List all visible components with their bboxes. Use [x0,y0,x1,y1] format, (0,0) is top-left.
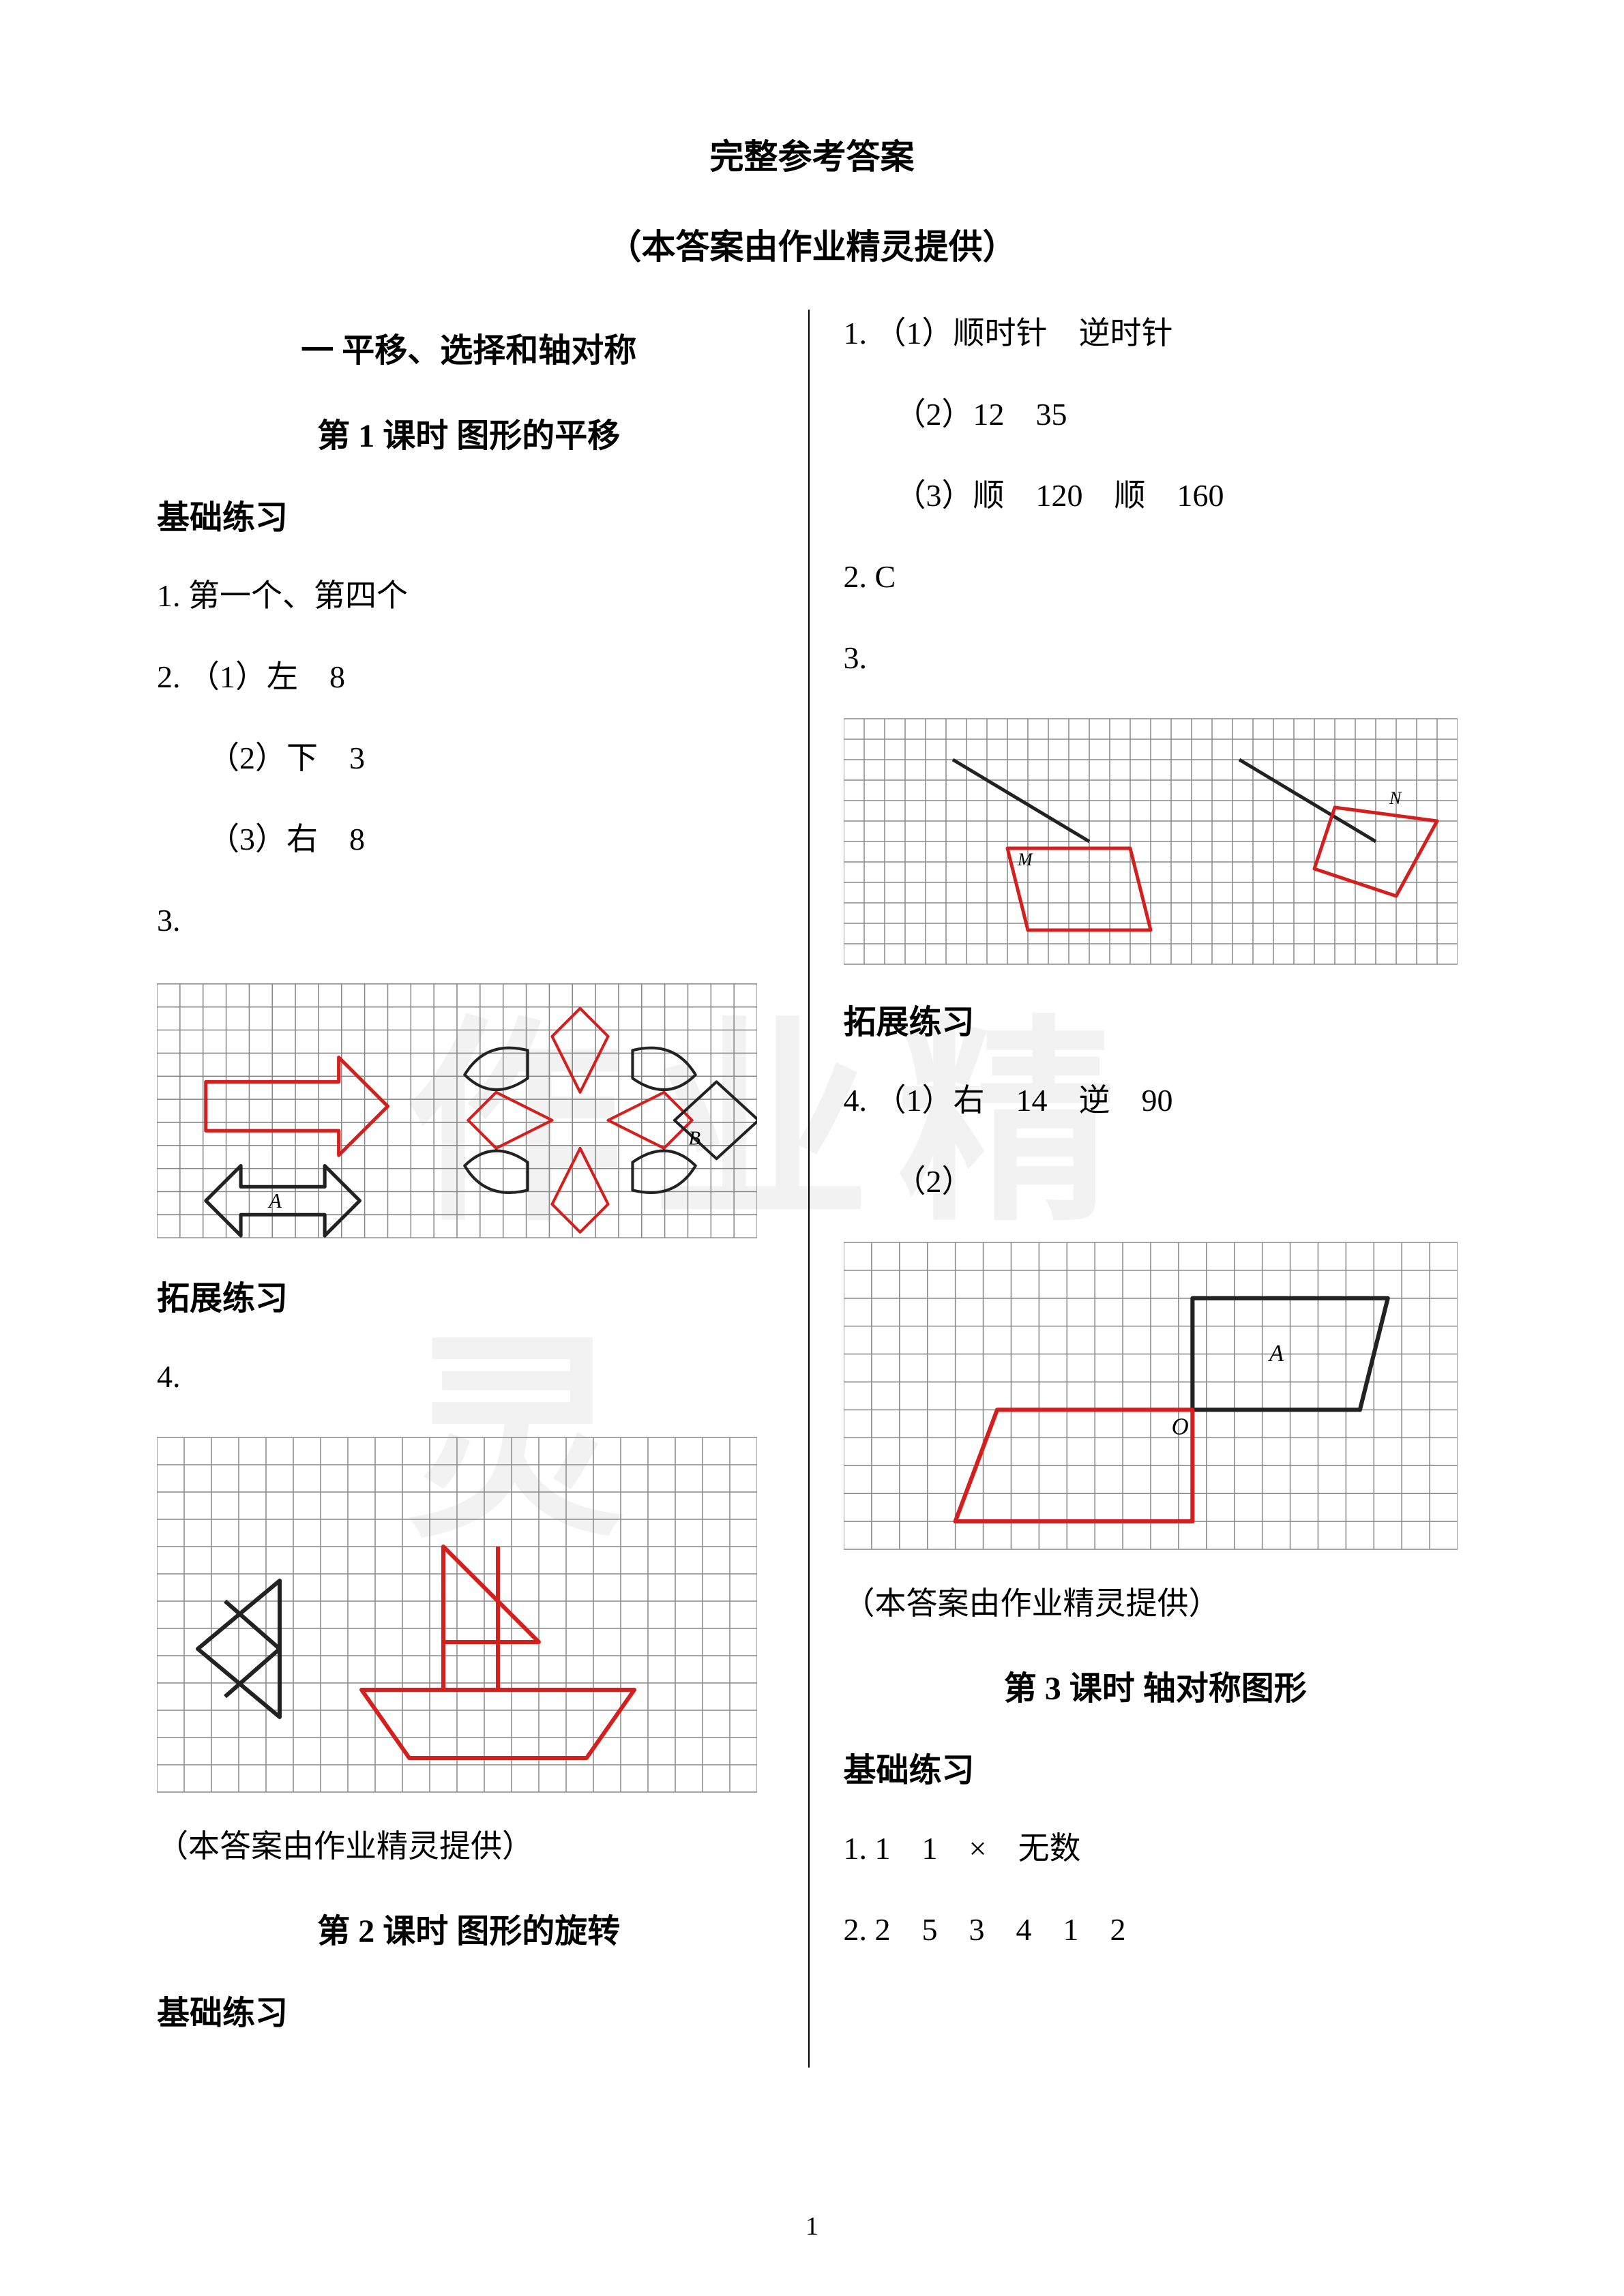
answer-line: 1. （1）顺时针 逆时针 [844,310,1468,357]
figure-4: AO [844,1239,1468,1553]
page-number: 1 [806,2211,818,2241]
svg-text:A: A [1267,1340,1284,1367]
grid-diagram-4: AO [844,1239,1458,1553]
figure-1: AB [157,978,781,1244]
answer-line: 2. C [844,553,1468,600]
answer-line: 2. （1）左 8 [157,653,781,700]
credit-line: （本答案由作业精灵提供） [844,1580,1468,1627]
answer-line: 4. （1）右 14 逆 90 [844,1077,1468,1124]
left-column: 一 平移、选择和轴对称 第 1 课时 图形的平移 基础练习 1. 第一个、第四个… [136,310,810,2068]
answer-line: 4. [157,1353,781,1400]
doc-subtitle: （本答案由作业精灵提供） [136,220,1488,269]
answer-line: （2） [844,1158,1468,1205]
answer-line: 3. [157,897,781,944]
figure-2 [157,1434,781,1795]
grid-diagram-3: MN [844,715,1458,968]
grid-diagram-1: AB [157,978,757,1244]
chapter-title: 一 平移、选择和轴对称 [157,323,781,371]
answer-line: 1. 1 1 × 无数 [844,1825,1468,1872]
answer-line: 2. 2 5 3 4 1 2 [844,1906,1468,1953]
grid-diagram-2 [157,1434,757,1795]
columns: 一 平移、选择和轴对称 第 1 课时 图形的平移 基础练习 1. 第一个、第四个… [136,310,1488,2068]
basic-practice-heading: 基础练习 [844,1743,1468,1791]
answer-line: （2）下 3 [157,734,781,781]
extended-practice-heading: 拓展练习 [844,995,1468,1043]
doc-title: 完整参考答案 [136,130,1488,179]
answer-line: （3）右 8 [157,816,781,863]
lesson2-title: 第 2 课时 图形的旋转 [157,1904,781,1952]
figure-3: MN [844,715,1468,968]
basic-practice-heading: 基础练习 [157,1986,781,2033]
answer-line: （2）12 35 [844,391,1468,438]
content: 完整参考答案 （本答案由作业精灵提供） 一 平移、选择和轴对称 第 1 课时 图… [136,130,1488,2068]
lesson1-title: 第 1 课时 图形的平移 [157,408,781,456]
lesson3-title: 第 3 课时 轴对称图形 [844,1661,1468,1709]
credit-line: （本答案由作业精灵提供） [157,1823,781,1870]
svg-text:O: O [1171,1413,1188,1440]
answer-line: 1. 第一个、第四个 [157,572,781,619]
basic-practice-heading: 基础练习 [157,490,781,538]
extended-practice-heading: 拓展练习 [157,1271,781,1319]
svg-text:A: A [267,1189,282,1212]
svg-text:B: B [688,1128,700,1150]
svg-text:M: M [1017,850,1033,869]
right-column: 1. （1）顺时针 逆时针 （2）12 35 （3）顺 120 顺 160 2.… [810,310,1488,2068]
answer-line: 3. [844,634,1468,681]
answer-line: （3）顺 120 顺 160 [844,472,1468,519]
svg-text:N: N [1389,788,1402,808]
